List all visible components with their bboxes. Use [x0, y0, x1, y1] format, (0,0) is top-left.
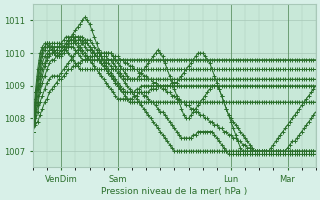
- X-axis label: Pression niveau de la mer( hPa ): Pression niveau de la mer( hPa ): [101, 187, 247, 196]
